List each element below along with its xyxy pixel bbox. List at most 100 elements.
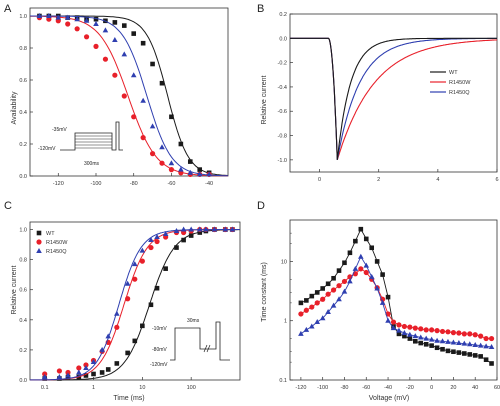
panel-d-point-r1450q (412, 333, 419, 339)
panel-a-point-r1450q (130, 72, 137, 78)
panel-c-point-wt (83, 373, 89, 378)
panel-c-xtick-label: 0.1 (41, 385, 49, 391)
panel-c-point-r1450q (139, 247, 146, 253)
panel-c-point-wt (163, 266, 168, 271)
panel-c-point-wt (114, 361, 120, 366)
panel-d-point-r1450q (298, 330, 304, 336)
panel-d-point-r1450w (412, 325, 418, 331)
panel-d-point-r1450q (308, 323, 315, 329)
panel-a-point-r1450w (121, 93, 127, 99)
panel-c-xtick-label: 100 (187, 385, 196, 391)
panel-a-point-wt (187, 159, 193, 164)
panel-d-point-wt (358, 226, 364, 232)
panel-letter-d: D (257, 200, 265, 212)
panel-d-point-wt (336, 268, 342, 273)
panel-c-point-r1450q (99, 346, 105, 352)
panel-b-ytick-label: 0.0 (279, 36, 287, 42)
panel-c-legend-label-r1450w: R1450W (46, 240, 68, 246)
panel-d-point-r1450w (396, 322, 402, 328)
panel-c-point-r1450q (56, 373, 63, 379)
panel-a-ytick-label: 0.4 (19, 110, 27, 116)
panel-a-point-r1450w (112, 72, 118, 78)
panel-a-fit-r1450q (30, 15, 228, 177)
panel-a-point-r1450q (102, 27, 109, 33)
panel-d-point-wt (380, 272, 385, 277)
panel-d-xtick-label: 0 (430, 385, 433, 391)
panel-d-point-r1450q (417, 334, 424, 340)
panel-d-xtick-label: -80 (340, 385, 348, 391)
panel-c-point-r1450w (65, 369, 71, 376)
panel-d-point-r1450q (303, 326, 310, 332)
panel-d-point-r1450q (461, 340, 468, 346)
panel-c-point-wt (132, 338, 138, 344)
panel-d-xtick-label: -20 (406, 385, 414, 391)
panel-d-xtick-label: 60 (494, 385, 500, 391)
panel-c-point-r1450w (154, 238, 160, 245)
panel-c-legend-marker-wt (36, 230, 42, 236)
panel-a-inset-label-bottom: 300ms (84, 161, 100, 167)
panel-c-inset-label-bottom: -120mV (150, 362, 168, 368)
panel-c-frame (29, 221, 241, 381)
panel-a-point-r1450q (196, 171, 203, 177)
panel-d-point-r1450q (450, 339, 457, 345)
panel-d-point-wt (483, 357, 489, 363)
panel-b-legend-label-r1450q: R1450Q (449, 90, 470, 96)
panel-d-point-wt (298, 300, 304, 306)
panel-b-legend-label-r1450w: R1450W (449, 80, 471, 86)
panel-d-point-r1450w (472, 332, 478, 338)
panel-a-fit-wt (30, 15, 229, 176)
panel-a-xtick-label: -80 (130, 181, 138, 187)
panel-c-point-wt (174, 245, 179, 250)
panel-d-point-r1450w (418, 326, 424, 332)
panel-d-point-wt (451, 349, 456, 355)
panel-d-point-wt (489, 361, 494, 366)
panel-a-point-r1450q (206, 171, 212, 177)
panel-d-point-r1450w (488, 335, 495, 342)
panel-c-point-r1450q (188, 226, 194, 232)
panel-d-point-wt (472, 353, 478, 358)
panel-letter-c: C (4, 200, 12, 212)
panel-d-point-r1450q (341, 288, 348, 294)
panel-d-point-r1450w (336, 283, 342, 289)
panel-c-inset-break (203, 344, 211, 353)
panel-b-legend-label-wt: WT (449, 70, 458, 76)
panel-c-legend-marker-r1450w (36, 239, 42, 245)
panel-c-point-r1450q (90, 358, 97, 364)
panel-c-xtick-label: 10 (139, 385, 145, 391)
panel-c-point-r1450q (173, 228, 180, 234)
panel-a-point-r1450q (168, 160, 175, 166)
panel-d-point-r1450w (325, 291, 331, 297)
panel-a-point-r1450w (168, 167, 175, 173)
panel-c-point-wt (105, 367, 111, 372)
panel-c-point-r1450q (222, 226, 229, 232)
panel-d-point-wt (478, 354, 483, 359)
panel-a-point-r1450w (159, 160, 165, 166)
panel-a-point-wt (197, 167, 203, 172)
panel-b-xtick-label: 0 (318, 177, 321, 183)
panel-d-ytick-label: 10 (281, 259, 287, 265)
panel-b-ytick-label: -0.2 (278, 61, 287, 67)
panel-d-point-r1450q (390, 325, 397, 331)
panel-a-ylabel: Availability (11, 91, 18, 124)
panel-d-point-r1450w (401, 323, 407, 330)
panel-a-xtick-label: -60 (167, 181, 175, 187)
panel-d-point-wt (314, 290, 320, 295)
panel-b-trace-r1450w (290, 37, 498, 160)
panel-d-point-r1450q (472, 341, 479, 347)
panel-a-point-wt (93, 16, 99, 22)
panel-d-point-r1450q (358, 253, 364, 259)
panel-a-ytick-label: 1.0 (19, 14, 27, 20)
panel-c-point-r1450w (139, 258, 145, 264)
panel-a-xtick-label: -100 (90, 181, 101, 187)
panel-a-point-r1450q (93, 21, 99, 26)
panel-a-ytick-label: 0.0 (19, 174, 27, 180)
panel-d-point-r1450q (488, 344, 495, 350)
panel-c-point-r1450q (76, 369, 82, 375)
panel-a-inset-label-top: -35mV (52, 127, 67, 133)
panel-a-point-r1450q (64, 14, 71, 20)
panel-c-inset-label-mid2: -80mV (152, 347, 167, 353)
panel-c-point-r1450w (125, 296, 131, 302)
panel-a-point-r1450w (65, 21, 71, 27)
panel-b-ylabel: Relative current (261, 75, 268, 124)
panel-d-ytick-label: 0.1 (279, 378, 287, 384)
